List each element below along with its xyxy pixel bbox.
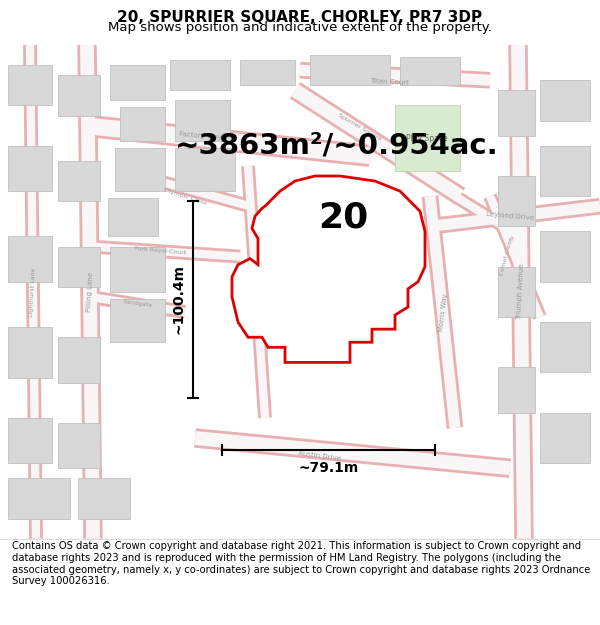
Text: Sandgate: Sandgate — [123, 299, 153, 309]
Polygon shape — [8, 327, 52, 378]
Polygon shape — [120, 107, 165, 141]
Text: Pilling Lane: Pilling Lane — [86, 272, 94, 312]
Polygon shape — [540, 322, 590, 372]
Polygon shape — [540, 146, 590, 196]
Polygon shape — [240, 60, 295, 85]
Polygon shape — [400, 57, 460, 85]
Polygon shape — [58, 338, 100, 382]
Text: Triumph Avenue: Triumph Avenue — [517, 264, 526, 320]
Polygon shape — [232, 176, 425, 362]
Text: ~100.4m: ~100.4m — [172, 264, 186, 334]
Polygon shape — [110, 246, 165, 292]
Polygon shape — [8, 478, 70, 519]
Polygon shape — [395, 106, 460, 171]
Text: 20: 20 — [318, 200, 368, 234]
Text: Factory Way: Factory Way — [179, 131, 221, 141]
Text: Olympic Close: Olympic Close — [163, 187, 207, 206]
Polygon shape — [170, 60, 230, 91]
Polygon shape — [175, 148, 235, 191]
Polygon shape — [58, 161, 100, 201]
Text: Morris Way: Morris Way — [437, 292, 448, 331]
Polygon shape — [540, 231, 590, 282]
Polygon shape — [310, 55, 390, 85]
Text: ~3863m²/~0.954ac.: ~3863m²/~0.954ac. — [175, 132, 499, 160]
Polygon shape — [110, 299, 165, 343]
Polygon shape — [498, 91, 535, 136]
Polygon shape — [8, 418, 52, 463]
Polygon shape — [108, 198, 158, 236]
Polygon shape — [78, 478, 130, 519]
Text: Spurrier Square: Spurrier Square — [337, 113, 383, 142]
Text: Map shows position and indicative extent of the property.: Map shows position and indicative extent… — [108, 21, 492, 34]
Polygon shape — [58, 75, 100, 116]
Polygon shape — [8, 146, 52, 191]
Text: Play Space: Play Space — [406, 134, 448, 143]
Text: Austin Drive: Austin Drive — [298, 450, 341, 462]
Polygon shape — [498, 267, 535, 317]
Polygon shape — [498, 368, 535, 413]
Text: Park Royal Court: Park Royal Court — [134, 246, 186, 256]
Text: Lighthurst Lane: Lighthurst Lane — [29, 267, 37, 317]
Polygon shape — [110, 65, 165, 101]
Polygon shape — [175, 101, 230, 141]
Polygon shape — [540, 412, 590, 463]
Text: Titan Court: Titan Court — [370, 78, 410, 86]
Text: 20, SPURRIER SQUARE, CHORLEY, PR7 3DP: 20, SPURRIER SQUARE, CHORLEY, PR7 3DP — [118, 10, 482, 25]
Text: Leyland Drive: Leyland Drive — [486, 211, 534, 221]
Text: ~79.1m: ~79.1m — [298, 461, 359, 475]
Polygon shape — [58, 246, 100, 287]
Polygon shape — [8, 65, 52, 106]
Polygon shape — [8, 236, 52, 282]
Text: Dawner Avenue: Dawner Avenue — [251, 262, 260, 312]
Polygon shape — [58, 423, 100, 468]
Polygon shape — [115, 148, 165, 191]
Text: Contains OS data © Crown copyright and database right 2021. This information is : Contains OS data © Crown copyright and d… — [12, 541, 590, 586]
Polygon shape — [498, 176, 535, 226]
Polygon shape — [540, 80, 590, 121]
Text: Comet Close: Comet Close — [499, 237, 515, 276]
